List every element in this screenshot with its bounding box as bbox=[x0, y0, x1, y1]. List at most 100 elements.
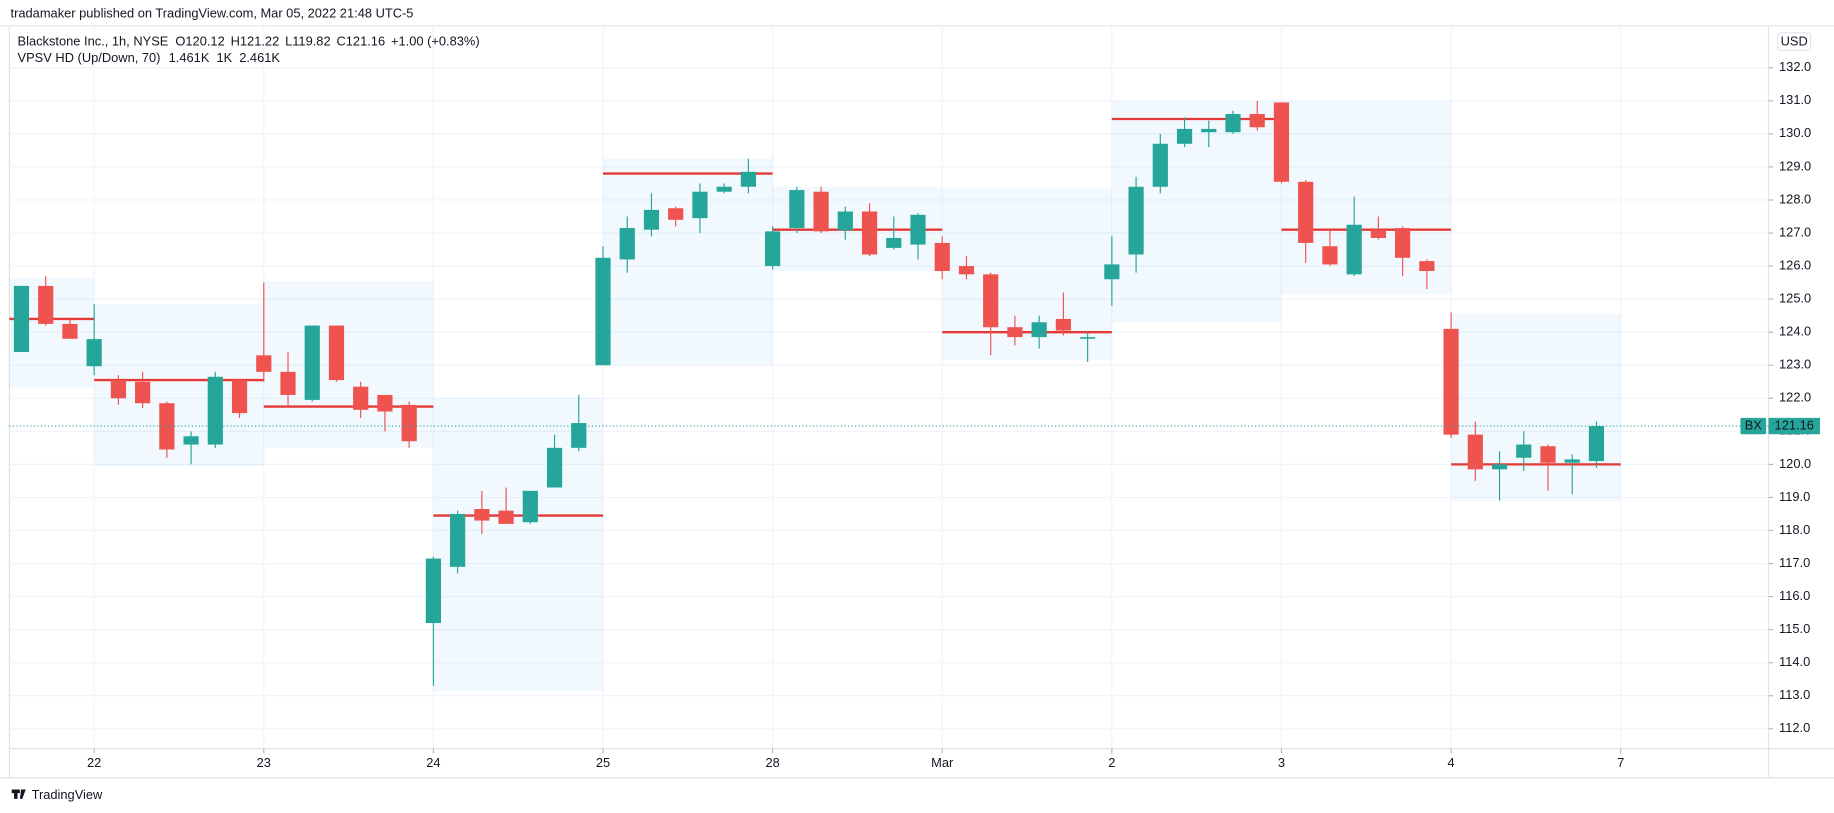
change: +1.00 (+0.83%) bbox=[391, 34, 480, 49]
candle-body bbox=[231, 380, 248, 414]
candle-body bbox=[1249, 114, 1265, 128]
y-tick-label: 123.0 bbox=[1779, 357, 1811, 372]
candle-body bbox=[983, 274, 999, 328]
y-tick-label: 122.0 bbox=[1779, 390, 1811, 405]
candle-body bbox=[159, 403, 175, 450]
candle-body bbox=[789, 190, 805, 229]
x-tick-label: 2 bbox=[1108, 755, 1115, 770]
y-tick-label: 130.0 bbox=[1779, 125, 1811, 140]
footer: TradingView bbox=[11, 787, 103, 802]
candle-body bbox=[1322, 246, 1338, 265]
y-tick-label: 116.0 bbox=[1779, 588, 1810, 603]
candle-body bbox=[450, 513, 466, 567]
candle-body bbox=[62, 323, 78, 339]
candle-body bbox=[1370, 229, 1386, 238]
ohlc-key: C bbox=[336, 34, 345, 49]
y-tick-label: 114.0 bbox=[1779, 654, 1810, 669]
candle-body bbox=[1395, 228, 1411, 258]
candle-body bbox=[1491, 464, 1508, 470]
candle-body bbox=[1128, 186, 1144, 255]
candle-body bbox=[1080, 337, 1096, 339]
candle-body bbox=[1055, 318, 1071, 331]
ohlc-value: 121.22 bbox=[240, 34, 279, 49]
candle-body bbox=[861, 211, 878, 255]
ohlc-value: 119.82 bbox=[292, 34, 330, 49]
ohlc-value: 121.16 bbox=[346, 34, 385, 49]
ohlc-key: O bbox=[175, 34, 185, 49]
candle-body bbox=[1467, 434, 1483, 470]
candle-body bbox=[1273, 102, 1290, 182]
candle-body bbox=[643, 209, 660, 230]
candle-body bbox=[474, 508, 490, 521]
candle-body bbox=[934, 242, 950, 272]
ticker-box bbox=[1740, 417, 1767, 435]
candle-body bbox=[353, 386, 369, 410]
indicator-up: 1.461K bbox=[169, 50, 210, 65]
volume-profiles bbox=[9, 100, 1621, 691]
candle-body bbox=[958, 266, 975, 275]
candle-body bbox=[1104, 264, 1120, 280]
y-tick-label: 128.0 bbox=[1779, 191, 1811, 206]
y-tick-label: 120.0 bbox=[1779, 456, 1811, 471]
candle-body bbox=[183, 436, 199, 445]
candle-body bbox=[38, 285, 54, 324]
candle-body bbox=[1588, 426, 1605, 462]
profile-range bbox=[603, 158, 773, 366]
candle-body bbox=[1298, 181, 1314, 243]
candle-body bbox=[135, 381, 151, 404]
candle-body bbox=[256, 355, 272, 372]
candle-body bbox=[304, 325, 320, 400]
candle-body bbox=[280, 371, 296, 395]
candle-body bbox=[813, 191, 829, 232]
candle-body bbox=[328, 325, 345, 381]
x-tick-label: 23 bbox=[257, 755, 271, 770]
candle-body bbox=[1564, 459, 1580, 463]
candle-body bbox=[1540, 446, 1556, 463]
x-tick-label: 24 bbox=[426, 755, 440, 770]
candle-body bbox=[765, 231, 781, 267]
candle-body bbox=[522, 490, 538, 523]
candle-body bbox=[425, 558, 441, 624]
candle-body bbox=[571, 423, 587, 448]
candle-body bbox=[619, 228, 635, 260]
currency-box bbox=[1777, 32, 1812, 51]
y-tick-label: 125.0 bbox=[1779, 291, 1811, 306]
indicator-name: VPSV HD (Up/Down, 70) bbox=[18, 50, 161, 65]
ohlc-value: 120.12 bbox=[185, 34, 224, 49]
candle-body bbox=[910, 214, 926, 245]
x-tick-label: 28 bbox=[765, 755, 779, 770]
candle-body bbox=[1516, 444, 1532, 458]
x-tick-label: 4 bbox=[1448, 755, 1455, 770]
ohlc-key: L bbox=[285, 34, 292, 49]
candle-body bbox=[692, 191, 708, 219]
candle-body bbox=[595, 257, 611, 366]
candle-body bbox=[86, 339, 102, 367]
candle-body bbox=[1176, 128, 1193, 144]
candle-body bbox=[1031, 322, 1047, 338]
ohlc-key: H bbox=[231, 34, 240, 49]
candle-body bbox=[401, 404, 417, 442]
axes: 112.0 113.0 114.0 115.0 116.0 117.0 118.0 119.0… bbox=[9, 59, 1820, 770]
candle-body bbox=[668, 208, 684, 220]
y-tick-label: 129.0 bbox=[1779, 158, 1811, 173]
y-tick-label: 112.0 bbox=[1779, 720, 1810, 735]
last-price-label: 121.16 bbox=[1775, 417, 1814, 432]
y-tick-label: 118.0 bbox=[1779, 522, 1810, 537]
y-tick-label: 126.0 bbox=[1779, 257, 1811, 272]
candles bbox=[13, 100, 1605, 686]
x-tick-label: 7 bbox=[1617, 755, 1624, 770]
candle-body bbox=[110, 380, 126, 399]
candle-body bbox=[498, 510, 514, 524]
candle-body bbox=[546, 447, 563, 488]
candle-body bbox=[1346, 224, 1362, 275]
y-tick-label: 132.0 bbox=[1779, 59, 1811, 74]
candle-body bbox=[1007, 327, 1023, 338]
candle-body bbox=[740, 171, 756, 187]
candle-body bbox=[1443, 328, 1459, 435]
indicator-total: 2.461K bbox=[239, 50, 280, 65]
indicator-down: 1K bbox=[216, 50, 232, 65]
y-tick-label: 119.0 bbox=[1779, 489, 1810, 504]
x-tick-label: 25 bbox=[596, 755, 610, 770]
